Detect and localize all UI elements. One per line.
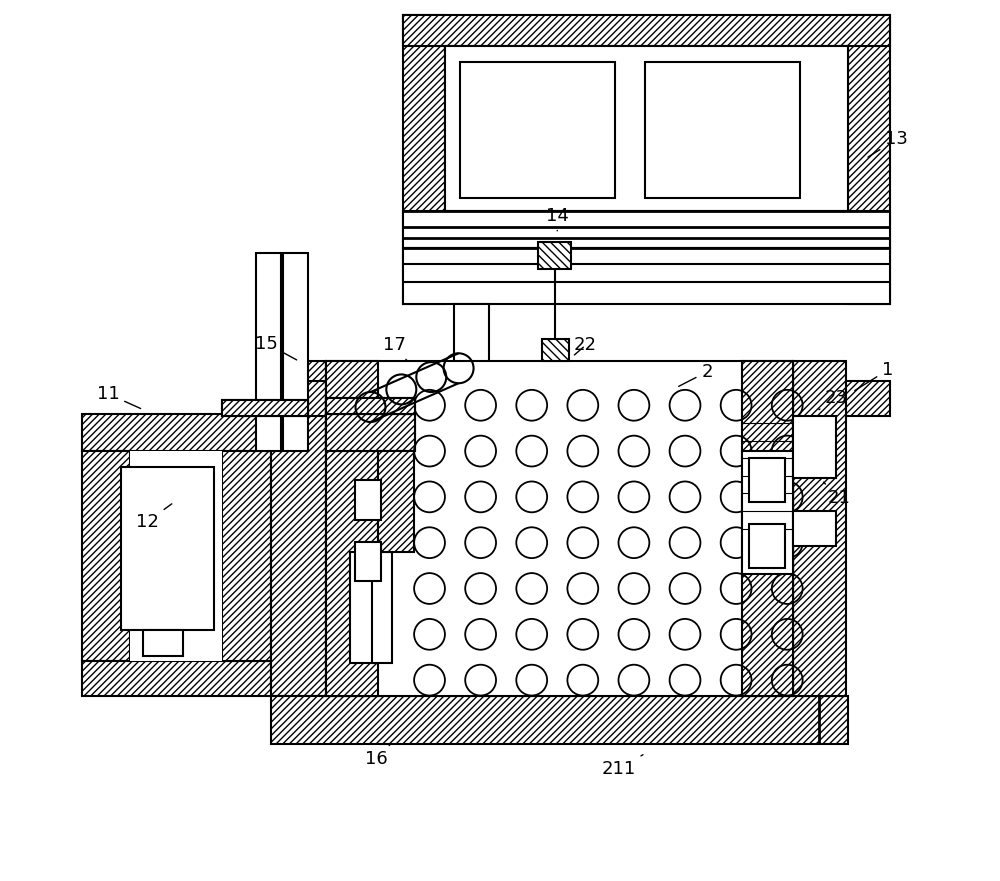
Bar bbox=[130, 451, 222, 661]
Text: 22: 22 bbox=[574, 337, 597, 355]
Bar bbox=[403, 15, 445, 304]
Bar bbox=[326, 398, 415, 414]
Text: 2: 2 bbox=[679, 363, 713, 387]
Bar bbox=[82, 661, 271, 696]
Bar bbox=[793, 416, 836, 478]
Bar bbox=[378, 451, 414, 552]
Bar bbox=[326, 361, 378, 696]
Bar bbox=[793, 361, 846, 696]
Text: 1: 1 bbox=[855, 361, 893, 390]
Text: 14: 14 bbox=[546, 207, 569, 231]
Bar bbox=[460, 62, 615, 198]
Bar bbox=[802, 381, 890, 416]
Text: 21: 21 bbox=[824, 482, 851, 507]
Bar bbox=[256, 253, 281, 451]
Bar bbox=[645, 62, 800, 198]
Bar bbox=[749, 524, 785, 568]
Bar bbox=[403, 15, 890, 46]
Bar bbox=[542, 339, 569, 361]
Bar bbox=[326, 361, 793, 696]
Bar bbox=[372, 552, 392, 663]
Bar bbox=[749, 458, 785, 502]
Bar bbox=[326, 414, 415, 451]
Bar bbox=[222, 400, 308, 416]
Bar bbox=[143, 630, 183, 656]
Bar bbox=[403, 211, 890, 248]
Text: 15: 15 bbox=[255, 335, 297, 359]
Bar bbox=[82, 414, 271, 451]
Text: 11: 11 bbox=[97, 385, 141, 409]
Bar bbox=[222, 400, 308, 416]
Text: 16: 16 bbox=[365, 744, 391, 768]
Bar bbox=[445, 46, 848, 211]
Bar bbox=[222, 451, 271, 661]
Bar bbox=[271, 361, 326, 696]
Bar bbox=[271, 381, 326, 416]
Bar bbox=[403, 248, 890, 304]
Bar bbox=[326, 414, 415, 451]
Bar bbox=[271, 696, 848, 744]
Bar bbox=[121, 467, 214, 630]
Bar bbox=[742, 451, 793, 574]
Bar bbox=[350, 552, 377, 663]
Bar bbox=[283, 253, 308, 451]
Bar bbox=[355, 542, 381, 581]
Text: 23: 23 bbox=[819, 389, 848, 410]
Bar bbox=[538, 242, 571, 269]
Bar bbox=[848, 15, 890, 304]
Bar bbox=[82, 451, 130, 661]
Bar bbox=[355, 480, 381, 520]
Text: 211: 211 bbox=[602, 755, 643, 778]
Bar bbox=[793, 511, 836, 546]
Bar bbox=[454, 304, 489, 414]
Text: 13: 13 bbox=[868, 130, 908, 157]
Text: 12: 12 bbox=[136, 504, 172, 530]
Bar bbox=[326, 398, 415, 414]
Text: 17: 17 bbox=[383, 337, 407, 361]
Bar bbox=[742, 361, 793, 696]
